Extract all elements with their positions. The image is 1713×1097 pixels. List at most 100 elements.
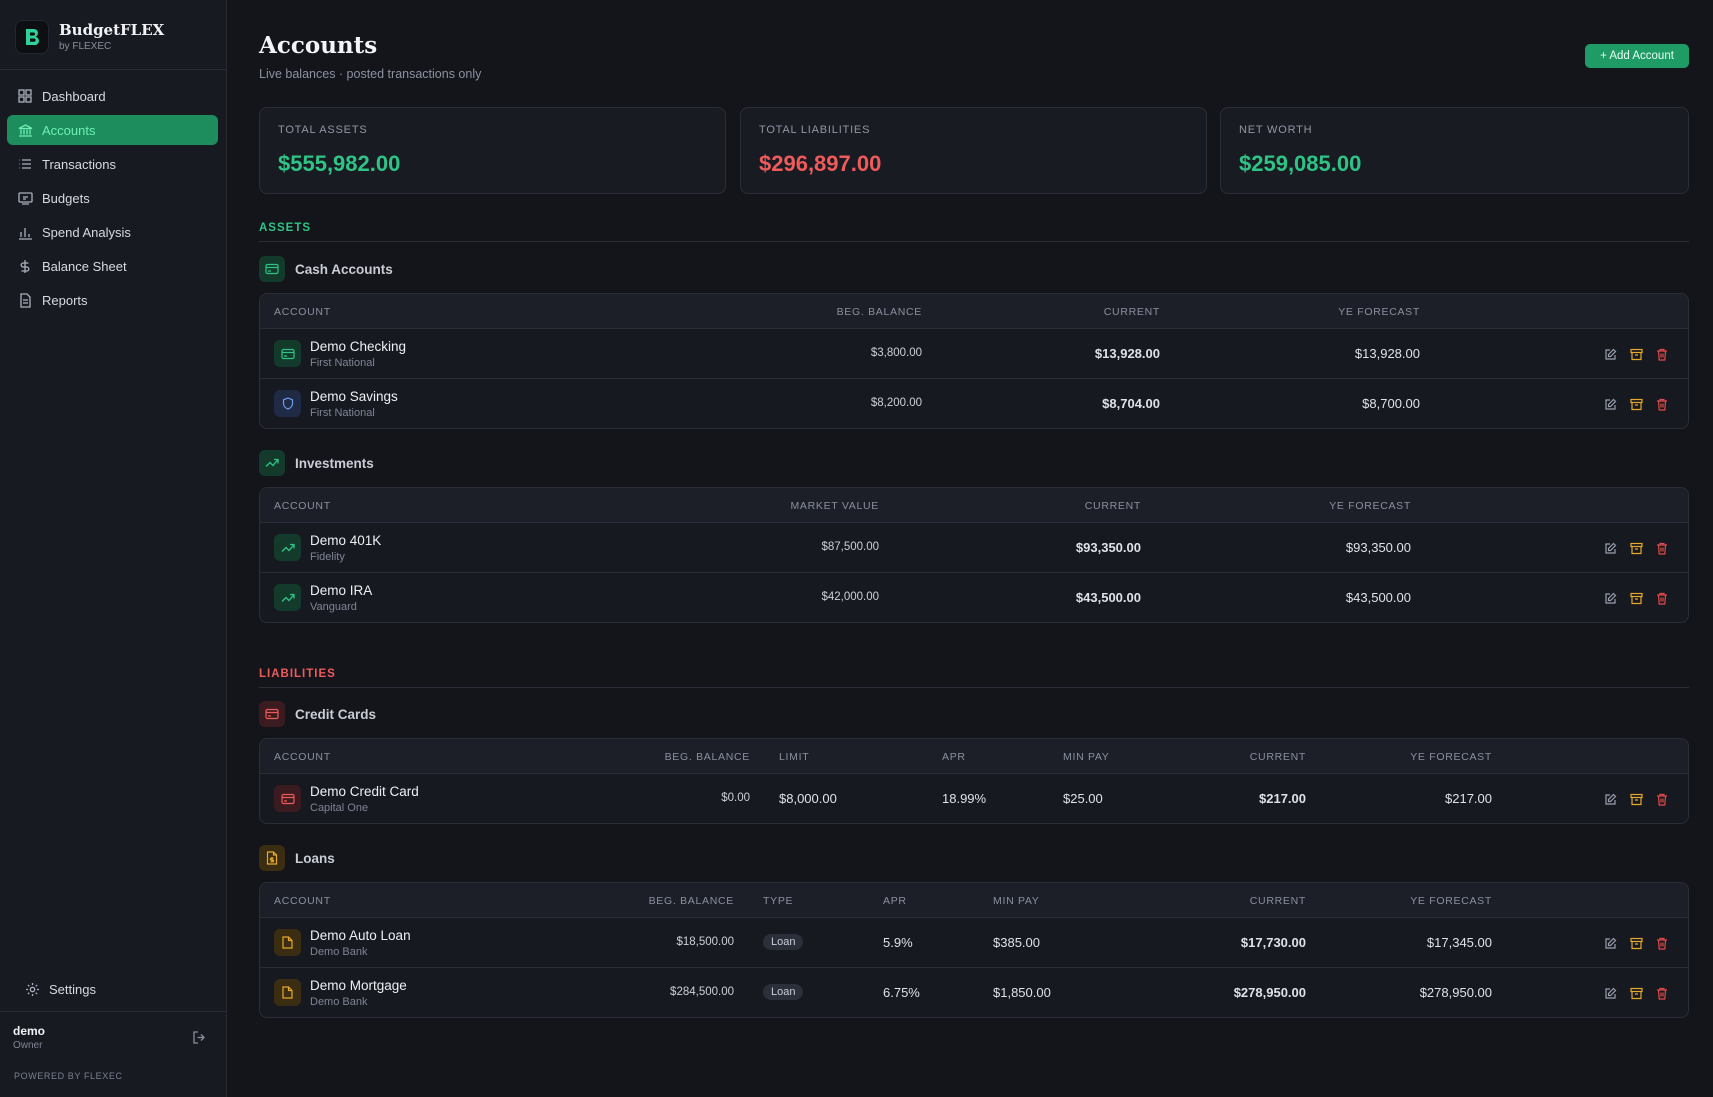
- archive-icon[interactable]: [1628, 346, 1644, 362]
- col-beg-balance: BEG. BALANCE: [648, 895, 734, 907]
- nav-reports[interactable]: Reports: [7, 285, 218, 315]
- nav-budgets[interactable]: Budgets: [7, 183, 218, 213]
- ye-forecast: $278,950.00: [1419, 985, 1492, 1000]
- col-min-pay: MIN PAY: [1063, 751, 1110, 763]
- edit-icon[interactable]: [1602, 590, 1618, 606]
- edit-icon[interactable]: [1602, 791, 1618, 807]
- brand[interactable]: BudgetFLEX by FLEXEC: [0, 0, 226, 70]
- edit-icon[interactable]: [1602, 396, 1618, 412]
- apr: 18.99%: [942, 791, 987, 806]
- nav-balance-sheet[interactable]: Balance Sheet: [7, 251, 218, 281]
- file-dollar-icon: [259, 845, 285, 871]
- group-name: Loans: [295, 850, 335, 866]
- beg-balance: $284,500.00: [670, 986, 734, 998]
- trending-up-icon: [274, 534, 301, 561]
- table-row[interactable]: Demo Mortgage Demo Bank $284,500.00 Loan…: [260, 968, 1688, 1017]
- table-row[interactable]: Demo IRA Vanguard $42,000.00 $43,500.00 …: [260, 573, 1688, 622]
- edit-icon[interactable]: [1602, 540, 1618, 556]
- edit-icon[interactable]: [1602, 935, 1618, 951]
- nav-accounts[interactable]: Accounts: [7, 115, 218, 145]
- col-account: ACCOUNT: [274, 306, 331, 318]
- table-row[interactable]: Demo Credit Card Capital One $0.00 $8,00…: [260, 774, 1688, 823]
- trash-icon[interactable]: [1654, 985, 1670, 1001]
- page-title: Accounts: [259, 32, 378, 59]
- credit-limit: $8,000.00: [779, 791, 837, 806]
- gear-icon: [24, 981, 40, 997]
- account-name[interactable]: Demo Savings: [310, 389, 398, 404]
- nav-settings[interactable]: Settings: [14, 974, 226, 1004]
- trash-icon[interactable]: [1654, 346, 1670, 362]
- account-name[interactable]: Demo Auto Loan: [310, 928, 411, 943]
- nav-label: Reports: [42, 292, 88, 308]
- nav-transactions[interactable]: Transactions: [7, 149, 218, 179]
- nav-dashboard[interactable]: Dashboard: [7, 81, 218, 111]
- row-actions: [1602, 540, 1670, 556]
- current-balance: $278,950.00: [1233, 985, 1306, 1000]
- account-institution: Demo Bank: [310, 996, 368, 1008]
- table-header: ACCOUNT BEG. BALANCE TYPE APR MIN PAY CU…: [260, 883, 1688, 918]
- account-institution: Demo Bank: [310, 946, 368, 958]
- account-name[interactable]: Demo Mortgage: [310, 978, 407, 993]
- edit-icon[interactable]: [1602, 985, 1618, 1001]
- current-balance: $93,350.00: [1075, 540, 1141, 555]
- table-row[interactable]: Demo 401K Fidelity $87,500.00 $93,350.00…: [260, 523, 1688, 573]
- archive-icon[interactable]: [1628, 590, 1644, 606]
- stat-value: $259,085.00: [1239, 151, 1362, 176]
- nav-label: Balance Sheet: [42, 258, 127, 274]
- col-min-pay: MIN PAY: [993, 895, 1040, 907]
- trash-icon[interactable]: [1654, 590, 1670, 606]
- logout-icon[interactable]: [192, 1030, 208, 1046]
- table-row[interactable]: Demo Auto Loan Demo Bank $18,500.00 Loan…: [260, 918, 1688, 968]
- col-ye-forecast: YE FORECAST: [1329, 500, 1411, 512]
- col-ye-forecast: YE FORECAST: [1410, 751, 1492, 763]
- credit-card-icon: [274, 785, 301, 812]
- account-institution: First National: [310, 357, 375, 369]
- archive-icon[interactable]: [1628, 396, 1644, 412]
- account-name[interactable]: Demo Checking: [310, 339, 407, 354]
- nav-spend-analysis[interactable]: Spend Analysis: [7, 217, 218, 247]
- row-actions: [1602, 590, 1670, 606]
- account-name[interactable]: Demo 401K: [310, 533, 382, 548]
- col-beg-balance: BEG. BALANCE: [664, 751, 750, 763]
- market-value: $87,500.00: [821, 541, 879, 553]
- sidebar: BudgetFLEX by FLEXEC Dashboard Accounts …: [0, 0, 227, 1097]
- archive-icon[interactable]: [1628, 791, 1644, 807]
- account-institution: Fidelity: [310, 551, 345, 563]
- current-balance: $43,500.00: [1075, 590, 1141, 605]
- total-assets-card: TOTAL ASSETS $555,982.00: [259, 107, 726, 194]
- account-name[interactable]: Demo Credit Card: [310, 784, 419, 799]
- user-role: Owner: [13, 1040, 43, 1051]
- grid-icon: [17, 88, 33, 104]
- archive-icon[interactable]: [1628, 540, 1644, 556]
- stat-label: TOTAL ASSETS: [278, 124, 368, 136]
- nav-label: Dashboard: [42, 88, 106, 104]
- archive-icon[interactable]: [1628, 935, 1644, 951]
- trending-up-icon: [274, 584, 301, 611]
- loan-type-badge: Loan: [763, 934, 804, 950]
- trash-icon[interactable]: [1654, 540, 1670, 556]
- user-block: demo Owner POWERED BY FLEXEC: [0, 1011, 227, 1097]
- row-actions: [1602, 985, 1670, 1001]
- credit-card-icon: [259, 701, 285, 727]
- trash-icon[interactable]: [1654, 791, 1670, 807]
- beg-balance: $3,800.00: [870, 347, 922, 359]
- table-header: ACCOUNT BEG. BALANCE LIMIT APR MIN PAY C…: [260, 739, 1688, 774]
- total-liabilities-card: TOTAL LIABILITIES $296,897.00: [740, 107, 1207, 194]
- market-value: $42,000.00: [821, 591, 879, 603]
- trash-icon[interactable]: [1654, 396, 1670, 412]
- account-name[interactable]: Demo IRA: [310, 583, 373, 598]
- edit-icon[interactable]: [1602, 346, 1618, 362]
- col-apr: APR: [883, 895, 907, 907]
- trending-up-icon: [259, 450, 285, 476]
- table-row[interactable]: Demo Checking First National $3,800.00 $…: [260, 329, 1688, 379]
- list-icon: [17, 156, 33, 172]
- group-name: Cash Accounts: [295, 261, 393, 277]
- credit-card-icon: [259, 256, 285, 282]
- stat-value: $296,897.00: [759, 151, 882, 176]
- add-account-button[interactable]: + Add Account: [1585, 44, 1689, 68]
- trash-icon[interactable]: [1654, 935, 1670, 951]
- min-pay: $385.00: [993, 935, 1040, 950]
- archive-icon[interactable]: [1628, 985, 1644, 1001]
- current-balance: $8,704.00: [1102, 396, 1160, 411]
- table-row[interactable]: Demo Savings First National $8,200.00 $8…: [260, 379, 1688, 428]
